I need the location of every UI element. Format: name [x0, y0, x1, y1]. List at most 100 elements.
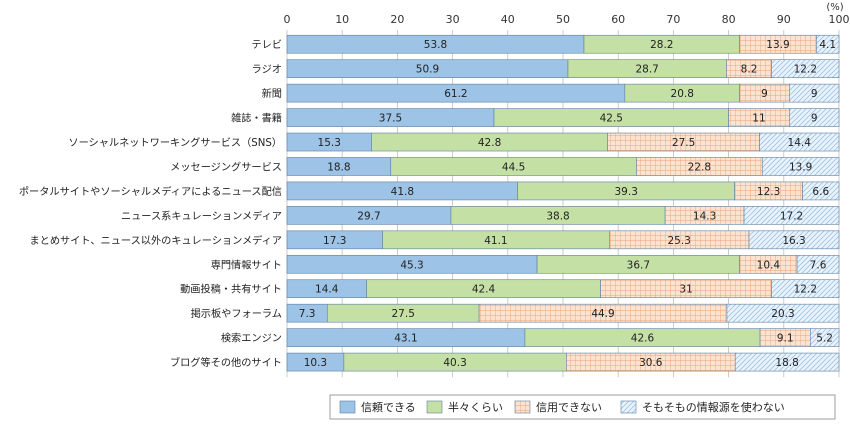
category-label: メッセージングサービス [170, 160, 282, 173]
x-tick-label: 20 [390, 13, 404, 26]
unit-label: (%) [826, 2, 843, 13]
data-label: 12.2 [794, 284, 817, 296]
data-label: 15.3 [318, 137, 341, 149]
data-label: 41.8 [391, 186, 414, 198]
data-label: 22.8 [688, 161, 711, 173]
bar-segment [748, 230, 840, 250]
data-label: 42.5 [600, 113, 623, 125]
data-label: 43.1 [394, 333, 417, 345]
bar-segment [759, 132, 840, 152]
data-label: 17.2 [780, 210, 803, 222]
x-tick-label: 10 [335, 13, 349, 26]
legend-label: 半々くらい [448, 400, 503, 414]
bar-segment [771, 279, 840, 299]
x-tick-label: 90 [777, 13, 791, 26]
category-label: ブログ等その他のサイト [170, 356, 282, 369]
data-label: 12.2 [794, 64, 817, 76]
data-label: 13.9 [766, 39, 789, 51]
data-label: 28.7 [635, 64, 658, 76]
legend-swatch [426, 400, 443, 414]
data-label: 37.5 [379, 113, 402, 125]
category-label: テレビ [251, 39, 282, 51]
legend: 信頼できる 半々くらい 信用できない そもそもの情報源を使わない [329, 394, 836, 420]
data-label: 42.4 [472, 284, 496, 296]
x-tick-label: 30 [446, 13, 460, 26]
data-label: 28.2 [650, 39, 673, 51]
bar-segment [796, 254, 840, 274]
data-label: 31 [679, 284, 692, 296]
gridlines [286, 30, 840, 378]
data-label: 7.6 [810, 259, 827, 271]
x-tick-label: 50 [556, 13, 570, 26]
data-label: 9 [811, 88, 818, 100]
data-label: 40.3 [443, 357, 466, 369]
category-label: 雑誌・書籍 [231, 112, 282, 125]
category-label: ラジオ [252, 64, 282, 76]
category-label: 動画投稿・共有サイト [180, 283, 282, 296]
legend-swatch [339, 400, 356, 414]
legend-swatch [620, 400, 637, 414]
data-label: 13.9 [789, 161, 812, 173]
data-label: 7.3 [299, 308, 316, 320]
data-label: 45.3 [400, 259, 423, 271]
data-label: 18.8 [775, 357, 798, 369]
bar-segment [743, 206, 840, 225]
data-label: 18.8 [327, 161, 350, 173]
data-label: 44.5 [502, 161, 525, 173]
data-label: 53.8 [424, 39, 447, 51]
data-label: 4.1 [819, 39, 836, 51]
data-label: 20.8 [671, 88, 694, 100]
data-label: 14.3 [693, 210, 716, 222]
legend-swatch [514, 400, 531, 414]
category-label: 専門情報サイト [211, 258, 282, 271]
data-label: 6.6 [812, 186, 829, 198]
data-label: 9 [761, 88, 768, 100]
data-label: 44.9 [591, 308, 614, 320]
category-label: ポータルサイトやソーシャルメディアによるニュース配信 [19, 185, 282, 198]
bar-segment [816, 34, 840, 54]
legend-label: 信頼できる [361, 401, 416, 414]
data-label: 16.3 [782, 235, 805, 247]
category-label: 検索エンジン [221, 332, 282, 345]
data-label: 10.4 [757, 259, 781, 271]
bar-segment [789, 83, 840, 103]
category-label: 掲示板やフォーラム [191, 307, 282, 320]
x-tick-label: 70 [666, 13, 680, 26]
x-tick-label: 60 [611, 13, 625, 26]
category-label: ソーシャルネットワーキングサービス（SNS） [68, 136, 282, 149]
data-label: 9 [811, 113, 818, 125]
bar-segment [809, 328, 840, 347]
bar-segment [726, 303, 840, 323]
data-label: 5.2 [816, 333, 833, 345]
category-label: まとめサイト、ニュース以外のキュレーションメディア [29, 234, 282, 247]
data-label: 10.3 [304, 357, 327, 369]
x-tick-label: 40 [501, 13, 515, 26]
category-label: 新聞 [262, 87, 282, 100]
bar-segment [802, 181, 840, 201]
data-label: 38.8 [546, 210, 569, 222]
legend-label: そもそもの情報源を使わない [642, 400, 785, 414]
data-label: 20.3 [771, 308, 794, 320]
data-label: 14.4 [788, 137, 812, 149]
data-label: 25.3 [668, 235, 691, 247]
data-label: 41.1 [484, 235, 507, 247]
legend-label: 信用できない [536, 401, 602, 414]
x-tick-label: 0 [284, 13, 291, 26]
data-label: 8.2 [741, 64, 758, 76]
category-label: ニュース系キュレーションメディア [121, 209, 282, 222]
data-label: 17.3 [323, 235, 346, 247]
x-tick-label: 100 [829, 13, 850, 26]
data-label: 27.5 [672, 137, 695, 149]
data-label: 11 [752, 113, 765, 125]
data-label: 36.7 [627, 259, 650, 271]
bars: 53.8 28.2 13.9 4.1 50.9 28.7 8.2 12.2 61.2 20.8 9 9… [286, 34, 840, 372]
data-label: 14.4 [315, 284, 339, 296]
legend-frame [329, 394, 836, 420]
data-label: 50.9 [416, 64, 439, 76]
x-tick-label: 80 [722, 13, 736, 26]
bar-segment [789, 108, 840, 127]
data-label: 27.5 [392, 308, 415, 320]
data-label: 12.3 [757, 186, 780, 198]
